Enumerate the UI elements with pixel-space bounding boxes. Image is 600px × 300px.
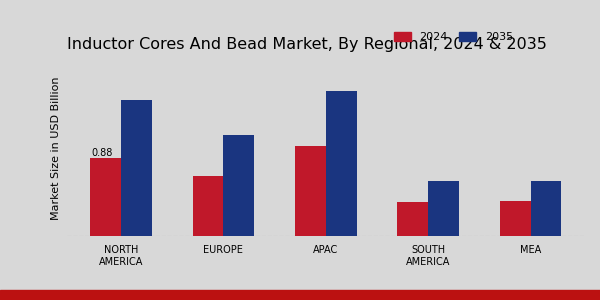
Text: Inductor Cores And Bead Market, By Regional, 2024 & 2035: Inductor Cores And Bead Market, By Regio… (67, 37, 547, 52)
Bar (530, 181, 562, 236)
Bar (90, 158, 121, 236)
Legend: 2024, 2035: 2024, 2035 (389, 27, 517, 46)
Bar (193, 176, 223, 236)
Bar (428, 181, 459, 236)
Bar (397, 202, 428, 236)
Bar (121, 100, 152, 236)
Bar (223, 135, 254, 236)
Text: 0.88: 0.88 (91, 148, 113, 158)
Y-axis label: Market Size in USD Billion: Market Size in USD Billion (51, 76, 61, 220)
Bar (295, 146, 326, 236)
Bar (500, 201, 530, 236)
Bar (326, 91, 356, 236)
